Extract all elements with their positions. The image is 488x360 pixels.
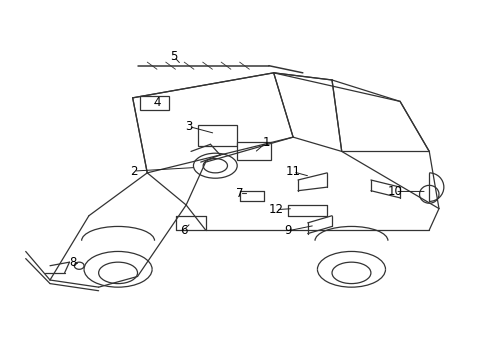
Text: 5: 5 [170, 50, 177, 63]
Text: 6: 6 [180, 224, 187, 237]
Text: 3: 3 [184, 120, 192, 133]
Text: 8: 8 [69, 256, 77, 269]
Text: 12: 12 [268, 203, 283, 216]
FancyBboxPatch shape [198, 125, 237, 146]
Text: 2: 2 [130, 165, 137, 177]
Text: 4: 4 [153, 96, 161, 109]
Text: 9: 9 [284, 224, 291, 237]
Text: 7: 7 [235, 187, 243, 200]
FancyBboxPatch shape [140, 96, 169, 111]
FancyBboxPatch shape [237, 143, 271, 160]
Text: 10: 10 [387, 185, 402, 198]
Text: 11: 11 [285, 165, 300, 178]
Text: 1: 1 [262, 136, 269, 149]
